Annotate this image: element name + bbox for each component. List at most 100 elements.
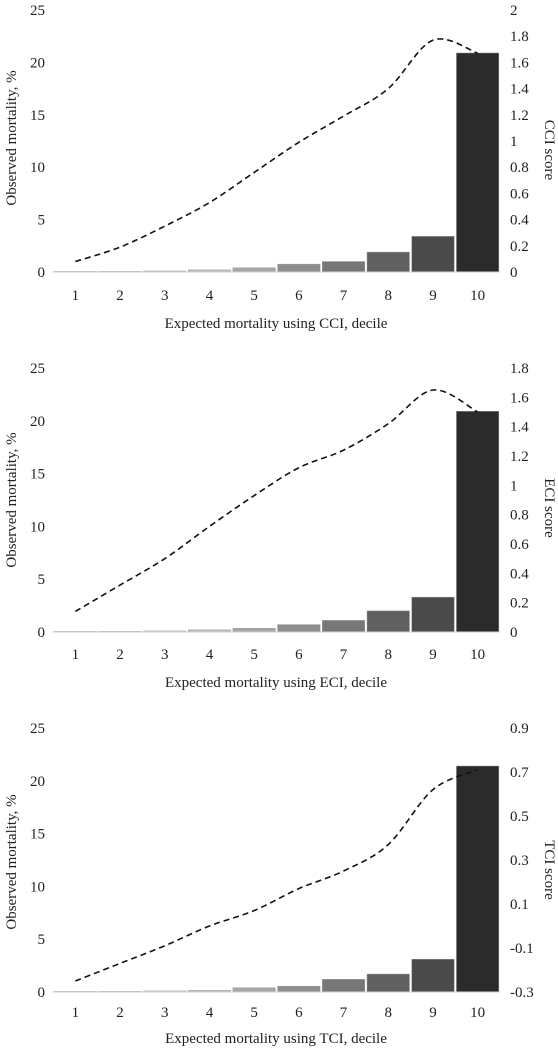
y2-tick-label: -0.1 <box>510 941 534 957</box>
y-tick-label: 5 <box>38 213 46 229</box>
x-tick-label: 4 <box>206 647 214 663</box>
y2-tick-label: 0.9 <box>510 721 529 737</box>
x-tick-label: 8 <box>385 647 393 663</box>
y2-tick-label: 1.4 <box>510 420 529 436</box>
x-tick-label: 2 <box>116 647 124 663</box>
bar <box>366 610 410 633</box>
y-tick-label: 0 <box>38 265 46 281</box>
x-axis-label: Expected mortality using CCI, decile <box>165 316 388 332</box>
bar <box>456 52 500 273</box>
y-tick-label: 0 <box>38 985 46 1001</box>
bar <box>277 624 321 633</box>
x-tick-label: 4 <box>206 288 214 304</box>
score-line <box>75 769 478 982</box>
x-tick-label: 1 <box>72 647 80 663</box>
y2-tick-label: 0.7 <box>510 765 529 781</box>
y-tick-label: 15 <box>30 108 45 124</box>
bar <box>277 263 321 273</box>
y2-tick-label: 1.6 <box>510 390 529 406</box>
y-tick-label: 0 <box>38 625 46 641</box>
bar <box>456 765 500 993</box>
chart-eci: Observed mortality, % ECI score Expected… <box>4 361 557 691</box>
y2-tick-label: 0.8 <box>510 508 529 524</box>
x-tick-label: 9 <box>429 647 437 663</box>
x-tick-label: 8 <box>385 1005 393 1021</box>
x-tick-label: 2 <box>116 1005 124 1021</box>
x-tick-label: 3 <box>161 647 169 663</box>
x-tick-label: 4 <box>206 1005 214 1021</box>
y2-tick-label: 0.2 <box>510 239 529 255</box>
x-tick-label: 6 <box>295 1005 303 1021</box>
y2-tick-label: 1.6 <box>510 55 529 71</box>
x-tick-label: 2 <box>116 288 124 304</box>
chart-cci: Observed mortality, % CCI score Expected… <box>4 3 557 332</box>
y2-axis-label: TCI score <box>541 840 557 900</box>
y-axis-label: Observed mortality, % <box>4 432 20 567</box>
y2-tick-label: 0.2 <box>510 596 529 612</box>
y-tick-label: 5 <box>38 572 46 588</box>
y-tick-label: 10 <box>30 160 45 176</box>
y2-tick-label: 1 <box>510 478 518 494</box>
y2-tick-label: 1.2 <box>510 449 529 465</box>
y-tick-label: 15 <box>30 827 45 843</box>
bar <box>232 628 276 633</box>
y2-tick-label: 1.8 <box>510 29 529 45</box>
y-tick-label: 20 <box>30 774 45 790</box>
x-tick-label: 3 <box>161 288 169 304</box>
bar <box>277 985 321 993</box>
y-tick-label: 10 <box>30 879 45 895</box>
y2-tick-label: -0.3 <box>510 985 534 1001</box>
y2-tick-label: 1 <box>510 134 518 150</box>
y-axis-label: Observed mortality, % <box>4 70 20 205</box>
bar <box>366 251 410 273</box>
bar <box>322 620 366 633</box>
x-tick-label: 10 <box>470 647 485 663</box>
y2-axis-label: CCI score <box>541 120 557 181</box>
y2-tick-label: 0.3 <box>510 853 529 869</box>
y2-tick-label: 0.6 <box>510 537 529 553</box>
chart-tci: Observed mortality, % TCI score Expected… <box>4 721 557 1047</box>
bar <box>411 959 455 993</box>
score-line <box>74 389 479 613</box>
x-tick-label: 7 <box>340 1005 348 1021</box>
y2-tick-label: 0 <box>510 265 518 281</box>
y2-tick-label: 0.6 <box>510 186 529 202</box>
bar <box>322 979 366 993</box>
x-tick-label: 8 <box>385 288 393 304</box>
score-line <box>75 38 478 263</box>
bar <box>322 261 366 273</box>
bar <box>411 596 455 633</box>
bar <box>456 411 500 633</box>
y2-tick-label: 0 <box>510 625 518 641</box>
bar <box>232 267 276 273</box>
x-tick-label: 7 <box>340 288 348 304</box>
y2-tick-label: 0.4 <box>510 566 529 582</box>
y-tick-label: 25 <box>30 361 45 377</box>
x-tick-label: 1 <box>72 1005 80 1021</box>
x-tick-label: 10 <box>470 288 485 304</box>
y-axis-label: Observed mortality, % <box>4 794 20 929</box>
y2-tick-label: 0.8 <box>510 160 529 176</box>
y2-tick-label: 1.8 <box>510 361 529 377</box>
y-tick-label: 5 <box>38 932 46 948</box>
y2-tick-label: 0.4 <box>510 213 529 229</box>
y2-tick-label: 1.2 <box>510 108 529 124</box>
x-axis-label: Expected mortality using ECI, decile <box>165 675 387 691</box>
bar <box>366 973 410 993</box>
y-tick-label: 25 <box>30 721 45 737</box>
x-tick-label: 1 <box>72 288 80 304</box>
x-tick-label: 7 <box>340 647 348 663</box>
y2-tick-label: 0.1 <box>510 897 529 913</box>
x-tick-label: 10 <box>470 1005 485 1021</box>
y2-tick-label: 1.4 <box>510 82 529 98</box>
y2-tick-label: 2 <box>510 3 518 19</box>
y2-axis-label: ECI score <box>541 478 557 538</box>
x-tick-label: 6 <box>295 288 303 304</box>
x-tick-label: 9 <box>429 1005 437 1021</box>
bar <box>232 987 276 993</box>
x-tick-label: 5 <box>250 647 258 663</box>
x-tick-label: 5 <box>250 288 258 304</box>
y-tick-label: 20 <box>30 414 45 430</box>
x-tick-label: 3 <box>161 1005 169 1021</box>
y-tick-label: 25 <box>30 3 45 19</box>
